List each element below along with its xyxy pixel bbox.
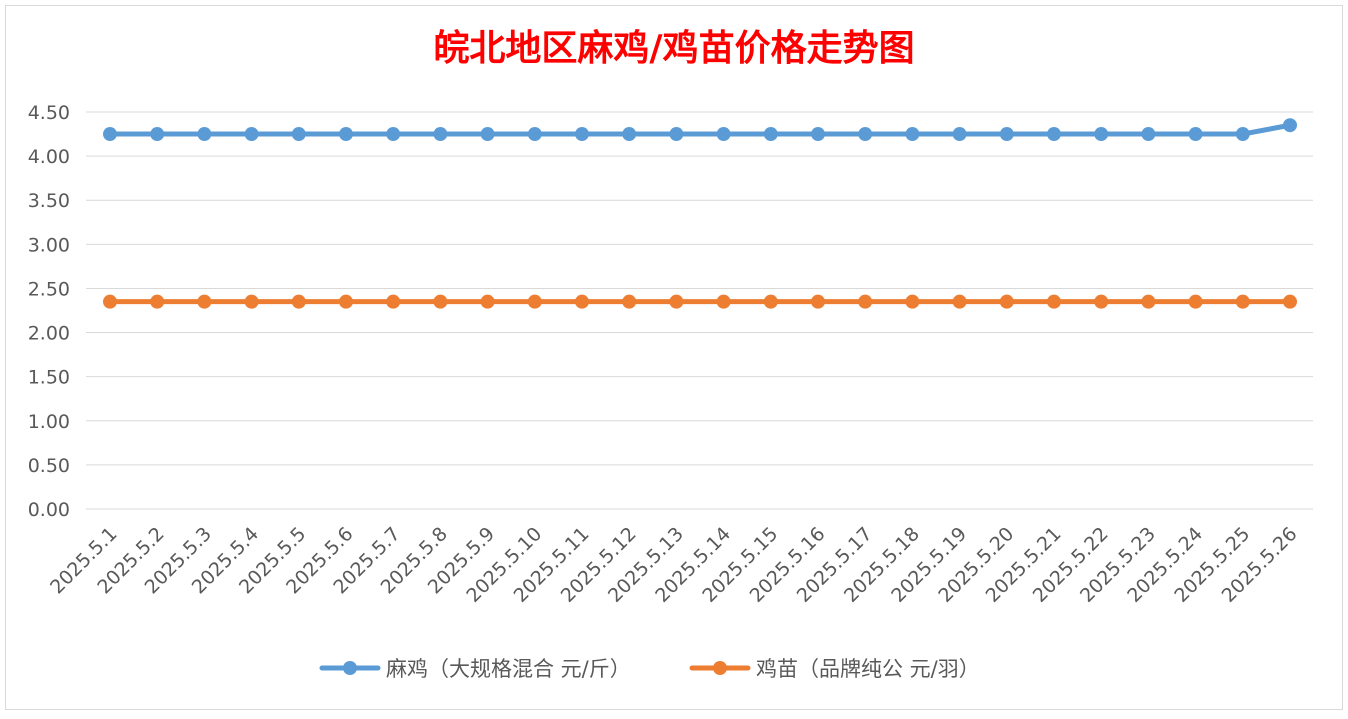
- data-point: [1141, 294, 1156, 309]
- data-point: [150, 127, 165, 142]
- data-point: [1094, 127, 1109, 142]
- legend-label: 麻鸡（大规格混合 元/斤）: [386, 657, 631, 681]
- legend-item: 鸡苗（品牌纯公 元/羽）: [689, 657, 980, 681]
- y-tick-label: 4.50: [28, 102, 70, 124]
- data-point: [244, 294, 259, 309]
- data-point: [952, 127, 967, 142]
- legend-swatch-marker: [343, 661, 357, 675]
- y-tick-label: 2.00: [28, 323, 70, 345]
- data-point: [716, 127, 731, 142]
- data-point: [1188, 294, 1203, 309]
- y-tick-label: 0.00: [28, 499, 70, 521]
- data-point: [339, 294, 353, 309]
- data-point: [811, 127, 825, 142]
- data-point: [669, 127, 684, 142]
- y-tick-label: 1.50: [28, 367, 70, 389]
- data-point: [1235, 294, 1250, 309]
- data-point: [386, 294, 401, 309]
- data-point: [1141, 127, 1156, 142]
- data-point: [433, 127, 448, 142]
- y-tick-label: 1.00: [28, 411, 70, 433]
- data-point: [244, 127, 259, 142]
- y-axis-tick-labels: 0.00 0.50 1.00 1.50 2.00 2.50 3.00 3.50 4.00 4.50: [28, 102, 70, 521]
- data-point: [1235, 127, 1250, 142]
- data-point: [1188, 127, 1203, 142]
- y-tick-label: 2.50: [28, 278, 70, 300]
- data-point: [103, 294, 117, 309]
- data-point: [1094, 294, 1109, 309]
- data-point: [1283, 294, 1297, 309]
- data-point: [291, 294, 306, 309]
- chart-title: 皖北地区麻鸡/鸡苗价格走势图: [433, 28, 914, 69]
- data-point: [197, 294, 212, 309]
- data-point: [905, 127, 920, 142]
- data-point: [527, 127, 542, 142]
- chart-border: [5, 5, 1343, 710]
- gridlines: [86, 111, 1313, 510]
- legend: 麻鸡（大规格混合 元/斤） 鸡苗（品牌纯公 元/羽）: [319, 657, 980, 681]
- data-point: [716, 294, 731, 309]
- data-point: [433, 294, 448, 309]
- data-point: [527, 294, 542, 309]
- data-point: [999, 127, 1014, 142]
- data-point: [386, 127, 401, 142]
- data-point: [858, 294, 873, 309]
- data-point: [763, 127, 778, 142]
- y-tick-label: 3.00: [28, 234, 70, 256]
- data-point: [1283, 118, 1297, 133]
- series-1: [103, 118, 1297, 142]
- data-point: [150, 294, 165, 309]
- series-group: [103, 118, 1297, 309]
- data-point: [339, 127, 353, 142]
- data-point: [952, 294, 967, 309]
- data-point: [575, 294, 589, 309]
- legend-item: 麻鸡（大规格混合 元/斤）: [319, 657, 631, 681]
- data-point: [480, 294, 495, 309]
- y-tick-label: 0.50: [28, 455, 70, 477]
- data-point: [811, 294, 825, 309]
- data-point: [103, 127, 117, 142]
- data-point: [480, 127, 495, 142]
- series-2: [103, 294, 1297, 309]
- data-point: [1047, 294, 1061, 309]
- data-point: [622, 294, 637, 309]
- data-point: [575, 127, 589, 142]
- y-tick-label: 3.50: [28, 190, 70, 212]
- data-point: [999, 294, 1014, 309]
- data-point: [905, 294, 920, 309]
- legend-swatch-marker: [713, 661, 727, 675]
- data-point: [858, 127, 873, 142]
- legend-label: 鸡苗（品牌纯公 元/羽）: [756, 657, 980, 681]
- series-line: [107, 122, 1293, 137]
- data-point: [763, 294, 778, 309]
- data-point: [622, 127, 637, 142]
- y-tick-label: 4.00: [28, 146, 70, 168]
- data-point: [291, 127, 306, 142]
- data-point: [669, 294, 684, 309]
- data-point: [1047, 127, 1061, 142]
- data-point: [197, 127, 212, 142]
